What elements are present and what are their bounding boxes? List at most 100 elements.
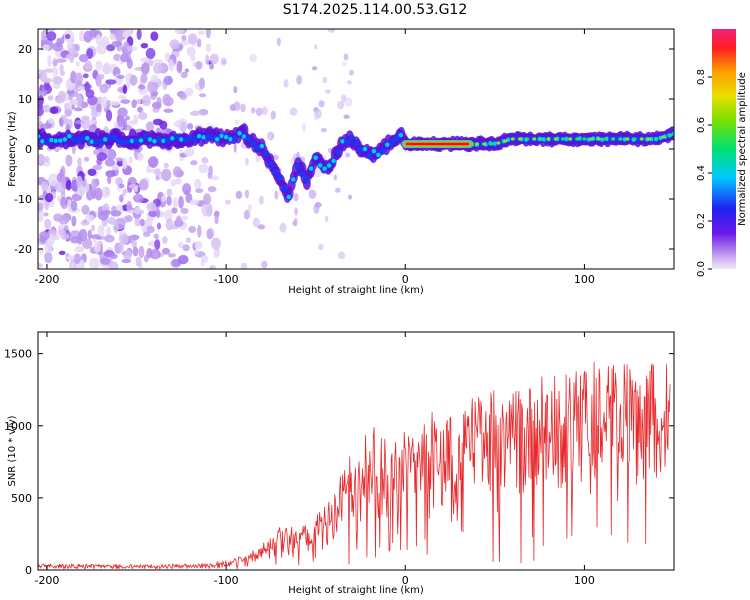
noise-blob xyxy=(58,250,66,255)
colorbar-ticks: 0.0 0.2 0.4 0.6 0.8 xyxy=(696,69,712,277)
ridge-highlight xyxy=(646,137,651,141)
noise-blob xyxy=(213,210,220,218)
ridge-highlight xyxy=(525,137,530,141)
ridge-highlight xyxy=(668,133,673,137)
ridge-highlight xyxy=(589,137,594,141)
spectrogram-y-tick-label: -10 xyxy=(14,193,32,206)
noise-blob xyxy=(82,73,89,79)
noise-blob xyxy=(116,115,126,128)
noise-blob xyxy=(96,152,107,162)
ridge-core-cyan xyxy=(326,163,332,168)
ridge-core xyxy=(187,134,194,142)
snr-x-tick-label: 100 xyxy=(574,574,595,587)
ridge-core xyxy=(173,133,180,140)
noise-blob xyxy=(47,117,55,124)
noise-blob xyxy=(99,83,109,94)
noise-blob xyxy=(102,62,112,74)
noise-blob xyxy=(195,60,203,70)
noise-blob xyxy=(334,187,341,193)
noise-blob xyxy=(117,95,127,100)
ridge-core-cyan xyxy=(85,136,90,141)
ridge-core xyxy=(249,140,256,147)
noise-blob xyxy=(118,183,125,189)
ridge-highlight xyxy=(503,139,508,143)
noise-blob xyxy=(233,142,237,153)
noise-blob xyxy=(87,95,98,106)
noise-blob xyxy=(170,179,177,187)
noise-blob xyxy=(156,208,161,219)
noise-blob xyxy=(153,252,158,260)
noise-blob xyxy=(197,224,202,238)
noise-blob xyxy=(180,71,188,79)
noise-blob xyxy=(210,175,219,181)
noise-blob xyxy=(125,115,130,121)
ridge-core-cyan xyxy=(340,139,345,144)
ridge-core-cyan xyxy=(331,158,336,164)
ridge-core xyxy=(388,139,395,146)
noise-blob xyxy=(333,174,338,181)
noise-blob xyxy=(138,111,148,120)
noise-blob xyxy=(52,75,63,85)
noise-blob xyxy=(42,44,50,51)
noise-blob xyxy=(345,152,351,158)
ridge-core-cyan xyxy=(197,134,202,139)
noise-blob xyxy=(147,80,159,94)
ridge-core xyxy=(303,176,310,183)
noise-blob xyxy=(107,216,116,225)
noise-blob xyxy=(279,222,287,233)
noise-blob xyxy=(314,108,322,119)
noise-blob xyxy=(187,33,198,44)
noise-blob xyxy=(150,31,159,42)
noise-blob xyxy=(38,202,44,212)
noise-blob xyxy=(194,249,199,255)
ridge-core-cyan xyxy=(313,155,318,160)
noise-blob xyxy=(70,200,78,212)
ridge-highlight xyxy=(560,137,565,141)
ridge-highlight xyxy=(611,137,616,141)
noise-blob xyxy=(127,45,133,52)
noise-blob xyxy=(85,214,95,222)
noise-blob xyxy=(70,262,75,269)
noise-blob xyxy=(47,95,54,101)
noise-blob xyxy=(66,255,75,260)
noise-blob xyxy=(177,241,184,249)
noise-blob xyxy=(95,73,102,87)
noise-blob xyxy=(51,66,59,77)
noise-blob xyxy=(172,166,182,178)
noise-blob xyxy=(98,40,109,46)
noise-blob xyxy=(349,69,354,76)
ridge-highlight xyxy=(639,137,644,141)
ridge-core xyxy=(281,185,288,192)
ridge-core xyxy=(348,134,355,142)
noise-blob xyxy=(198,93,207,98)
noise-blob xyxy=(184,68,190,73)
noise-blob xyxy=(122,157,128,170)
noise-blob xyxy=(131,46,138,51)
noise-blob xyxy=(131,99,137,109)
noise-blob xyxy=(163,75,174,86)
noise-blob xyxy=(65,179,72,191)
noise-blob xyxy=(140,57,150,63)
noise-blob xyxy=(171,207,178,214)
noise-blob xyxy=(168,59,175,72)
noise-blob xyxy=(337,251,346,260)
ridge-highlight xyxy=(618,137,623,141)
ridge-core-cyan xyxy=(385,142,390,147)
noise-blob xyxy=(189,110,201,116)
ridge-core-cyan xyxy=(219,133,224,139)
ridge-core-cyan xyxy=(161,138,166,144)
ridge-core xyxy=(478,140,485,148)
noise-blob xyxy=(71,98,78,106)
noise-blob xyxy=(261,106,268,115)
noise-blob xyxy=(174,29,184,34)
noise-blob xyxy=(44,218,52,230)
noise-blob xyxy=(39,235,47,244)
noise-blob xyxy=(313,44,318,50)
noise-blob xyxy=(150,74,159,83)
noise-blob xyxy=(84,81,90,93)
noise-blob xyxy=(140,42,149,49)
chart-title: S174.2025.114.00.53.G12 xyxy=(283,2,468,18)
ridge-core-cyan xyxy=(317,163,323,168)
ridge-core xyxy=(75,136,82,144)
noise-blob xyxy=(122,84,128,94)
